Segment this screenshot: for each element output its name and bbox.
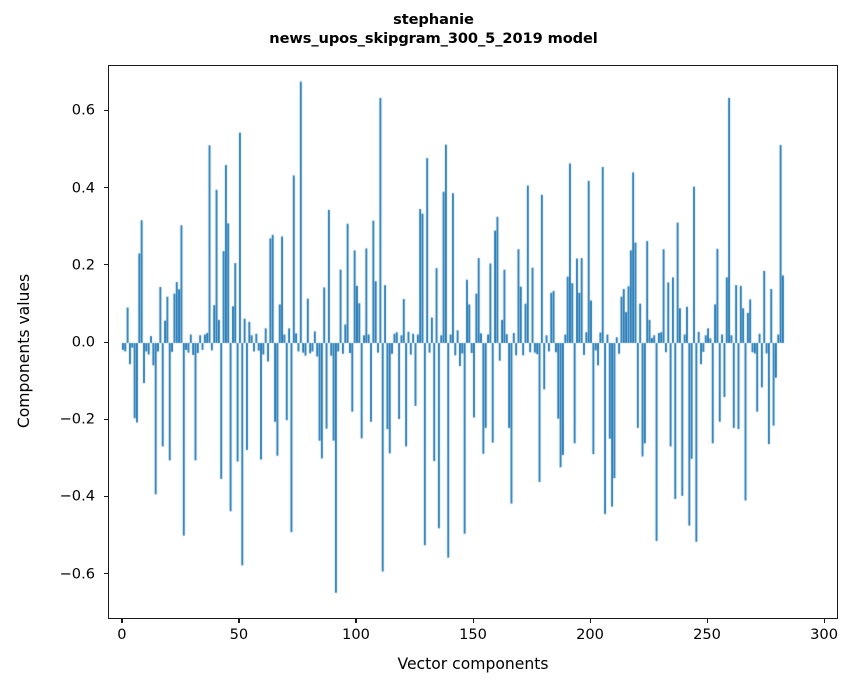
x-axis-tick-label: 100 — [342, 626, 370, 643]
y-axis-tick-mark — [104, 418, 108, 420]
y-axis-tick-label: 0.4 — [71, 179, 95, 197]
x-axis-tick-mark — [355, 619, 357, 623]
x-axis-tick-mark — [706, 619, 708, 623]
y-axis-tick-mark — [104, 264, 108, 266]
y-axis-tick-label: 0.0 — [71, 333, 95, 351]
chart-title-line-1: stephanie — [393, 11, 474, 28]
x-axis-tick-mark — [823, 619, 825, 623]
x-axis-tick-mark — [121, 619, 123, 623]
y-axis-tick-label: −0.6 — [59, 565, 95, 583]
y-axis-label: Components values — [15, 273, 33, 429]
x-axis-tick-label: 200 — [576, 626, 604, 643]
chart-title: stephanie news_upos_skipgram_300_5_2019 … — [0, 10, 867, 48]
x-axis-label: Vector components — [397, 655, 549, 673]
x-axis-tick-label: 250 — [693, 626, 721, 643]
x-axis-tick-mark — [238, 619, 240, 623]
x-axis-tick-mark — [472, 619, 474, 623]
y-axis-tick-mark — [104, 341, 108, 343]
y-axis-tick-mark — [104, 187, 108, 189]
x-axis-tick-mark — [589, 619, 591, 623]
y-axis-tick-label: 0.2 — [71, 256, 95, 274]
plot-axes — [108, 65, 839, 620]
x-axis-tick-label: 50 — [229, 626, 249, 643]
y-axis-tick-mark — [104, 109, 108, 111]
y-axis-tick-label: −0.4 — [59, 487, 95, 505]
x-axis-tick-label: 0 — [117, 626, 127, 643]
y-axis-tick-label: −0.2 — [59, 410, 95, 428]
x-axis-tick-label: 300 — [810, 626, 838, 643]
y-axis-tick-mark — [104, 573, 108, 575]
y-axis-tick-label: 0.6 — [71, 101, 95, 119]
y-axis-tick-mark — [104, 495, 108, 498]
x-axis-tick-label: 150 — [459, 626, 487, 643]
bar-series-canvas — [109, 66, 839, 620]
chart-title-line-2: news_upos_skipgram_300_5_2019 model — [269, 30, 598, 47]
